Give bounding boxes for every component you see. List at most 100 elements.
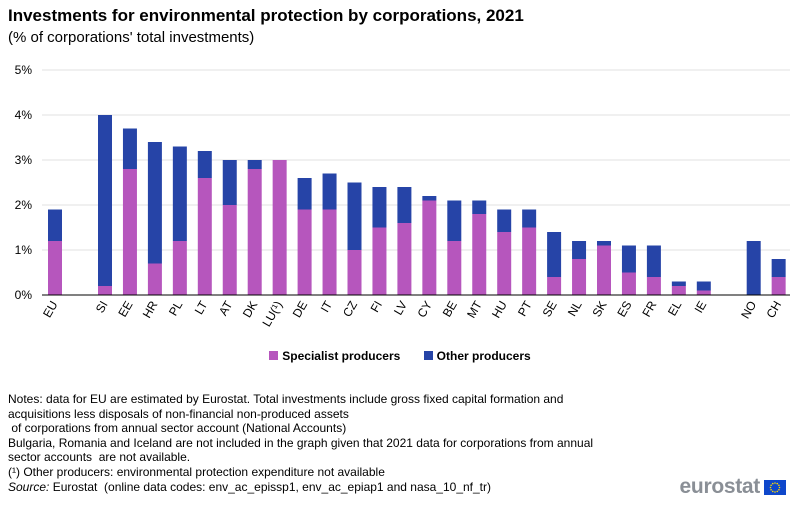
x-tick-label: MT [464, 298, 485, 321]
source-label: Source: [8, 479, 50, 494]
x-tick-label: PT [515, 298, 535, 319]
bar-specialist-fr [646, 277, 661, 295]
x-tick-label: BE [440, 299, 460, 320]
x-tick-label: IE [692, 299, 710, 316]
bar-specialist-mt [472, 214, 487, 295]
bar-specialist-pl [172, 241, 187, 295]
bar-specialist-si [98, 286, 112, 295]
bar-other-pt [522, 209, 537, 228]
chart-subtitle: (% of corporations' total investments) [8, 29, 255, 46]
x-tick-label: CY [414, 299, 434, 320]
bar-other-hu [497, 209, 512, 232]
x-tick-label: LU(¹) [259, 298, 285, 329]
source-text: Eurostat (online data codes: env_ac_epis… [49, 479, 492, 494]
bar-specialist-lu [272, 160, 287, 295]
bar-other-es [621, 245, 636, 273]
bar-specialist-it [322, 209, 337, 295]
bar-other-pl [172, 146, 187, 241]
bar-other-be [447, 200, 462, 241]
bar-other-el [671, 281, 686, 286]
bar-specialist-se [547, 277, 562, 295]
x-tick-label: HU [489, 299, 510, 321]
bar-specialist-cz [347, 250, 362, 295]
bar-other-fr [646, 245, 661, 277]
bar-other-ie [696, 281, 711, 291]
y-tick-label: 5% [15, 63, 33, 77]
x-tick-label: CH [763, 299, 784, 321]
x-tick-label: DE [290, 299, 310, 320]
bar-other-it [322, 173, 337, 210]
bar-specialist-pt [522, 227, 537, 295]
bar-specialist-cy [422, 200, 437, 295]
legend-label-other: Other producers [436, 349, 531, 363]
bar-other-ee [122, 128, 137, 169]
x-tick-label: DK [240, 299, 260, 320]
y-tick-label: 4% [15, 108, 33, 122]
footnote: (¹) Other producers: environmental prote… [8, 464, 385, 479]
bar-chart: 0% 1% 2% 3% 4% 5% EU SI EE HR PL LT AT DK LU(¹) DE IT CZ F… [15, 63, 790, 329]
x-tick-label: LT [192, 298, 211, 317]
bar-specialist-lt [197, 178, 212, 295]
bar-specialist-fi [372, 227, 387, 295]
bar-other-de [297, 178, 312, 210]
bar-specialist-nl [572, 259, 587, 295]
notes-line: Notes: data for EU are estimated by Euro… [8, 392, 564, 406]
bar-specialist-lv [397, 223, 412, 295]
bar-specialist-dk [247, 169, 262, 295]
bar-other-eu [48, 209, 62, 241]
legend-swatch-specialist [269, 351, 279, 361]
bar-other-ch [771, 259, 786, 277]
bar-other-si [98, 115, 112, 286]
chart-notes: Notes: data for EU are estimated by Euro… [8, 392, 648, 494]
bar-other-nl [572, 241, 587, 259]
bar-specialist-de [297, 209, 312, 295]
notes-line: acquisitions less disposals of non-finan… [8, 406, 349, 421]
x-tick-label: EE [115, 299, 135, 320]
x-tick-label: ES [614, 299, 634, 320]
y-tick-label: 3% [15, 153, 33, 167]
bar-specialist-es [621, 272, 636, 295]
bar-other-lv [397, 187, 412, 223]
x-tick-label: CZ [340, 299, 360, 320]
bar-specialist-ch [771, 277, 786, 295]
legend-swatch-other [423, 351, 433, 361]
x-tick-label: IT [318, 298, 336, 315]
source-line: Source: Eurostat (online data codes: env… [8, 480, 648, 495]
legend-item-specialist: Specialist producers [269, 349, 400, 363]
chart-title: Investments for environmental protection… [8, 6, 524, 25]
notes-line: Bulgaria, Romania and Iceland are not in… [8, 435, 594, 450]
bar-other-cz [347, 182, 362, 250]
bar-other-at [222, 160, 237, 205]
x-tick-label: PL [166, 298, 186, 318]
bar-other-se [547, 232, 562, 277]
bar-specialist-ie [696, 290, 711, 295]
x-tick-label: FR [639, 298, 659, 319]
bar-specialist-ee [122, 169, 137, 295]
notes-line: of corporations from annual sector accou… [8, 421, 347, 436]
bar-other-lt [197, 151, 212, 178]
bar-specialist-be [447, 241, 462, 295]
bar-specialist-hu [497, 232, 512, 295]
x-tick-label: AT [216, 298, 236, 318]
x-tick-label: NL [565, 298, 585, 319]
x-tick-label: NO [738, 299, 759, 322]
eurostat-logo: eurostat [680, 475, 786, 499]
x-tick-label: SI [93, 299, 111, 316]
bar-other-no [746, 241, 761, 295]
bar-other-fi [372, 187, 387, 228]
bar-other-dk [247, 160, 262, 169]
bar-specialist-eu [48, 241, 62, 295]
x-tick-label: SE [540, 299, 560, 320]
notes-line: sector accounts are not available. [8, 450, 191, 465]
legend-label-specialist: Specialist producers [282, 349, 401, 363]
bar-other-hr [147, 142, 162, 264]
bar-specialist-el [671, 286, 686, 295]
legend-item-other: Other producers [423, 349, 531, 363]
x-tick-label: HR [140, 298, 161, 320]
bar-other-sk [597, 241, 611, 246]
x-tick-label: FI [368, 299, 385, 315]
chart-legend: Specialist producers Other producers [0, 349, 800, 363]
logo-text: eurostat [679, 475, 761, 498]
eu-flag-icon [764, 479, 786, 495]
x-tick-label: EL [665, 298, 685, 318]
